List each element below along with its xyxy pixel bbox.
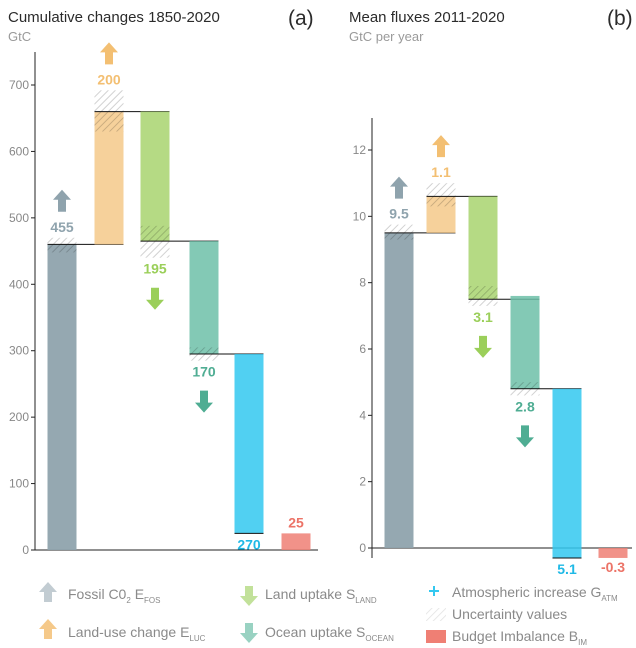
legend-fossil-sub: FOS — [144, 595, 161, 605]
uncertainty-fossil — [47, 237, 77, 253]
y-tick-label: 10 — [353, 209, 367, 223]
y-tick-label: 6 — [359, 342, 366, 356]
legend-fossil-sym: E — [130, 586, 145, 602]
bar-atm — [552, 388, 582, 558]
legend-land-label: Land uptake SLAND — [265, 586, 377, 605]
arrow-up-icon — [53, 189, 71, 212]
arrow-up-icon — [432, 135, 450, 158]
value-label-luc: 1.1 — [431, 164, 451, 180]
value-label-atm: 5.1 — [557, 561, 577, 577]
legend-fossil-text: Fossil C0 — [68, 586, 127, 602]
legend-fossil-two: 2 — [126, 595, 131, 605]
bar-land — [140, 111, 170, 242]
y-tick-label: 200 — [9, 410, 29, 424]
uncertainty-luc — [94, 90, 124, 132]
legend-luc-sub: LUC — [189, 633, 206, 643]
uncertainty-fossil — [384, 224, 414, 240]
value-label-ocean: 170 — [192, 364, 216, 380]
value-label-bim: 25 — [288, 514, 304, 530]
y-tick-label: 700 — [9, 78, 29, 92]
panel-b-title: Mean fluxes 2011-2020 — [349, 9, 505, 26]
y-tick-label: 12 — [353, 143, 367, 157]
bar-fossil — [384, 232, 414, 548]
legend-luc-label: Land-use change ELUC — [68, 624, 205, 643]
legend-uncertainty-text: Uncertainty values — [452, 606, 568, 622]
value-label-atm: 270 — [237, 536, 261, 552]
bar-luc — [94, 111, 124, 245]
y-tick-label: 0 — [22, 543, 29, 557]
legend-atm-text: Atmospheric increase G — [452, 584, 602, 600]
legend-atm-sub: ATM — [601, 593, 618, 603]
panel-b-subtitle: GtC per year — [349, 29, 424, 44]
y-tick-label: 600 — [9, 144, 29, 158]
panel-a-tag: (a) — [288, 7, 314, 30]
bar-ocean — [510, 295, 540, 389]
bar-bim — [281, 533, 311, 550]
bar-fossil — [47, 244, 77, 550]
arrow-down-icon — [195, 390, 213, 413]
uncertainty-land — [140, 225, 170, 258]
y-tick-label: 0 — [359, 541, 366, 555]
legend-fossil-label: Fossil C02 EFOS — [68, 586, 161, 605]
value-label-luc: 200 — [97, 71, 121, 87]
arrow-down-icon — [516, 425, 534, 448]
value-label-land: 195 — [143, 261, 167, 277]
bar-bim — [598, 548, 628, 558]
y-tick-label: 8 — [359, 276, 366, 290]
panel-b-tag: (b) — [607, 7, 633, 30]
legend-land-text: Land uptake S — [265, 586, 356, 602]
y-tick-label: 500 — [9, 211, 29, 225]
panel-a-title: Cumulative changes 1850-2020 — [8, 9, 220, 26]
legend-ocean-label: Ocean uptake SOCEAN — [265, 624, 394, 643]
arrow-up-icon — [390, 176, 408, 199]
value-label-fossil: 455 — [50, 219, 74, 235]
legend-ocean-text: Ocean uptake S — [265, 624, 366, 640]
legend-land-sub: LAND — [355, 595, 377, 605]
y-tick-label: 300 — [9, 344, 29, 358]
bar-atm — [234, 354, 264, 534]
legend-bim-label: Budget Imbalance BIM — [452, 628, 587, 647]
panel-a-subtitle: GtC — [8, 29, 32, 44]
arrow-down-icon — [146, 287, 164, 310]
uncertainty-luc — [426, 183, 456, 207]
value-label-fossil: 9.5 — [389, 206, 409, 222]
y-tick-label: 4 — [359, 408, 366, 422]
legend-uncertainty-label: Uncertainty values — [452, 606, 567, 622]
value-label-land: 3.1 — [473, 309, 493, 325]
arrow-up-icon — [100, 42, 118, 65]
bar-land — [468, 196, 498, 300]
legend-ocean-sub: OCEAN — [365, 633, 394, 643]
y-tick-label: 400 — [9, 277, 29, 291]
legend-luc-text: Land-use change E — [68, 624, 190, 640]
legend-atm-label: Atmospheric increase GATM — [452, 584, 618, 603]
panel-b-chart: 0 2 4 6 8 10 12 9.5 1.1 3.1 2.8 5.1 -0.3 — [353, 118, 632, 577]
y-tick-label: 100 — [9, 477, 29, 491]
value-label-bim: -0.3 — [601, 559, 625, 575]
legend-bim-sub: IM — [578, 637, 587, 647]
panel-a-chart: 0 100 200 300 400 500 600 700 455 200 195 170 270 25 — [9, 42, 318, 557]
y-tick-label: 2 — [359, 475, 366, 489]
uncertainty-land — [468, 285, 498, 306]
bar-ocean — [189, 241, 219, 355]
arrow-down-icon — [474, 335, 492, 358]
legend-bim-text: Budget Imbalance B — [452, 628, 579, 644]
value-label-ocean: 2.8 — [515, 398, 535, 414]
